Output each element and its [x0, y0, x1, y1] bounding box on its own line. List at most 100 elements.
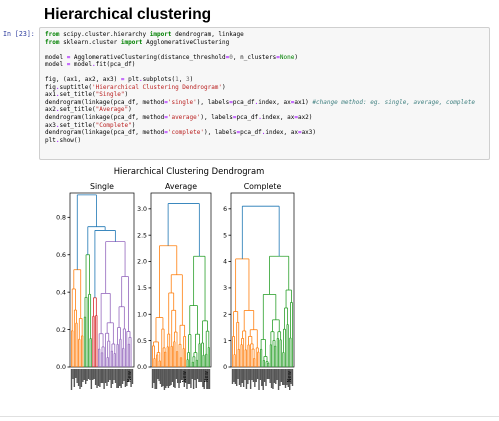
y-tick-label: 2.5 — [137, 232, 147, 239]
code-token: ) — [124, 91, 129, 99]
leaf-label — [200, 369, 203, 382]
code-token: = — [232, 114, 237, 122]
leaf-label — [237, 369, 239, 379]
code-token: ), labels — [200, 114, 233, 122]
subplot-complete: Complete 0 1 2 3 4 5 6 New — [223, 182, 295, 390]
code-token: ) — [294, 53, 298, 61]
leaf-label — [119, 369, 121, 386]
leaf-label — [289, 369, 291, 390]
leaf-label — [102, 369, 104, 383]
leaf-label — [204, 369, 207, 380]
subplot-title: Complete — [244, 182, 282, 191]
leaf-label — [247, 369, 249, 384]
leaf-label — [206, 369, 208, 389]
code-token: 'single' — [167, 98, 197, 106]
leaf-label — [195, 369, 197, 388]
y-tick-label: 3.0 — [137, 206, 147, 213]
code-token: subplots( — [142, 76, 176, 84]
code-token: suptitle( — [59, 83, 92, 91]
code-token: ) — [189, 76, 194, 84]
y-tick-label: 1.0 — [137, 311, 147, 318]
leaf-label — [256, 369, 259, 379]
leaf-label — [155, 369, 158, 389]
leaf-label — [186, 369, 188, 389]
leaf-label — [194, 369, 196, 380]
leaf-label — [162, 369, 164, 386]
code-token: model — [70, 61, 92, 69]
leaf-label — [282, 369, 284, 385]
y-tick-label: 1.5 — [137, 285, 147, 292]
leaf-label — [77, 369, 80, 386]
code-token: pca_df — [240, 129, 262, 137]
leaf-label — [275, 369, 277, 384]
leaf-label — [123, 369, 125, 381]
y-tick-label: 2 — [223, 311, 227, 318]
leaf-label — [248, 369, 250, 380]
leaf-label — [192, 369, 195, 389]
code-line: plt.show() — [45, 137, 81, 144]
leaf-label — [240, 369, 242, 387]
y-tick-label: 0.2 — [56, 327, 66, 334]
code-token: , — [178, 76, 186, 84]
leaf-label — [158, 369, 160, 381]
code-token: . — [55, 91, 60, 99]
code-token: . — [55, 106, 60, 114]
leaf-label — [179, 369, 182, 383]
leaf-label — [163, 369, 166, 390]
code-token: "Single" — [95, 91, 125, 99]
code-line: from scipy.cluster.hierarchy import dend… — [45, 31, 244, 38]
code-token: None — [279, 53, 295, 61]
leaf-label — [161, 369, 163, 387]
leaf-label — [110, 369, 112, 388]
code-token: . — [55, 121, 60, 129]
leaf-label — [286, 369, 288, 385]
subplot-single: Single 0.0 0.2 0.4 0.6 0.8 New — [56, 182, 135, 390]
code-cell-editor[interactable]: from scipy.cluster.hierarchy import dend… — [39, 27, 490, 160]
leaf-label — [178, 369, 180, 388]
leaf-label — [259, 369, 262, 380]
leaf-label — [233, 369, 235, 382]
leaf-label — [170, 369, 172, 385]
above-threshold-links — [167, 203, 200, 257]
code-token: dendrogram(linkage(pca_df, method — [45, 114, 165, 122]
code-token: plt — [124, 76, 139, 84]
code-token: . — [55, 136, 60, 144]
code-token: #change method: eg. single, average, com… — [312, 98, 475, 106]
leaf-label — [261, 369, 263, 386]
y-tick-label: 1 — [223, 338, 227, 345]
code-token: dendrogram(linkage(pca_df, method — [45, 98, 165, 106]
code-text[interactable]: from scipy.cluster.hierarchy import dend… — [45, 31, 475, 144]
axes-frame — [150, 192, 212, 368]
leaf-label — [83, 369, 85, 380]
leaf-label — [126, 369, 128, 386]
y-tick-label: 0.8 — [56, 215, 66, 222]
code-token: 'average' — [167, 114, 201, 122]
code-token: dendrogram(linkage(pca_df, method — [45, 129, 165, 137]
leaf-label — [153, 369, 155, 383]
cluster-purple — [98, 241, 132, 367]
leaf-label — [245, 369, 248, 389]
leaf-label — [290, 369, 292, 384]
code-token: ax3 — [45, 121, 56, 129]
leaf-label — [280, 369, 283, 382]
code-line: from sklearn.cluster import Agglomerativ… — [45, 39, 229, 46]
code-line: model = model.fit(pca_df) — [45, 61, 135, 68]
leaf-label — [202, 369, 204, 387]
leaf-label-text: New — [182, 370, 188, 382]
leaf-label — [106, 369, 108, 386]
code-token: 3 — [185, 76, 190, 84]
cluster-orange — [152, 245, 187, 367]
code-token: index, ax — [258, 98, 291, 106]
code-token: from — [45, 38, 60, 46]
code-line: ax2.set_title("Average") — [45, 106, 132, 113]
code-token: scipy.cluster.hierarchy — [59, 31, 150, 38]
leaf-label — [73, 369, 76, 387]
leaf-label — [255, 369, 257, 382]
subplot-average: Average 0.0 0.5 1.0 1.5 2.0 2.5 3.0 New New — [137, 182, 212, 390]
leaf-label — [175, 369, 178, 379]
code-line: fig.suptitle('Hierarchical Clustering De… — [45, 84, 226, 91]
leaf-label — [203, 369, 205, 389]
leaf-label — [199, 369, 201, 382]
code-token: index, ax — [265, 129, 298, 137]
leaf-label — [131, 369, 134, 384]
